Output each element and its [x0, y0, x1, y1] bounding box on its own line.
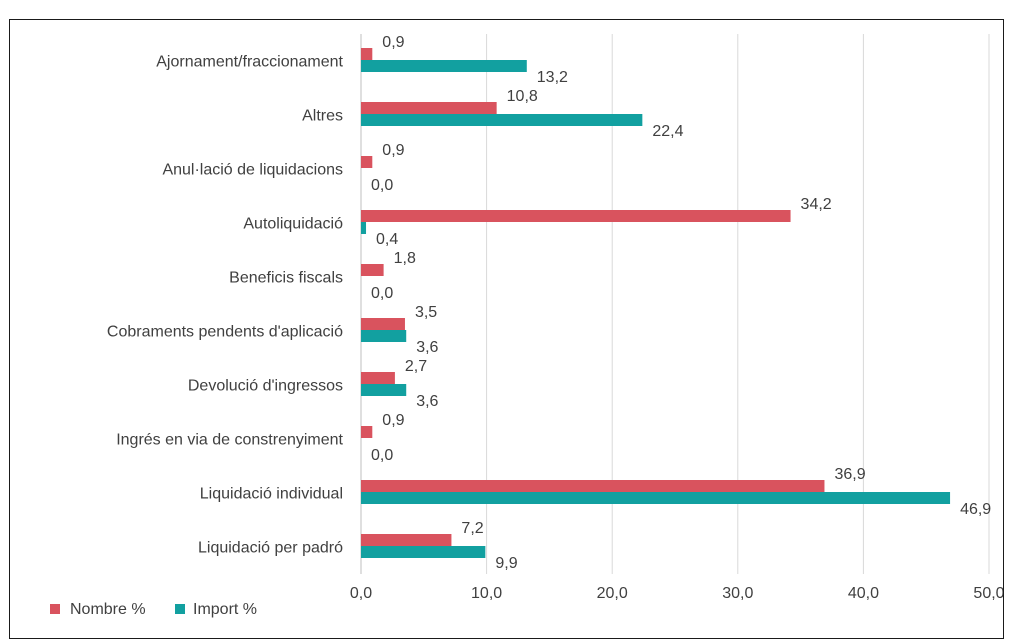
bar-nombre: [361, 210, 791, 222]
bar-import: [361, 60, 527, 72]
data-label-import: 0,0: [371, 447, 393, 464]
x-tick-label: 30,0: [722, 585, 753, 602]
clipped-title: [0, 0, 1011, 8]
bar-nombre: [361, 102, 497, 114]
legend-swatch-import: [175, 604, 185, 614]
x-tick-labels: 0,0 10,0 20,0 30,0 40,0 50,0: [350, 585, 1005, 602]
legend-label-nombre: Nombre %: [70, 601, 146, 618]
category-label: Ajornament/fraccionament: [156, 54, 343, 71]
bar-nombre: [361, 156, 373, 168]
data-label-import: 0,0: [371, 285, 393, 302]
data-label-import: 46,9: [960, 501, 991, 518]
data-label-nombre: 34,2: [801, 196, 832, 213]
bars: [361, 48, 951, 558]
x-tick-label: 0,0: [350, 585, 372, 602]
data-label-nombre: 10,8: [507, 88, 538, 105]
category-label: Devolució d'ingressos: [188, 378, 343, 395]
bar-nombre: [361, 426, 373, 438]
bar-nombre: [361, 372, 395, 384]
bar-nombre: [361, 318, 405, 330]
legend: Nombre % Import %: [50, 601, 257, 618]
data-label-import: 13,2: [537, 69, 568, 86]
bar-nombre: [361, 48, 373, 60]
x-tick-label: 10,0: [471, 585, 502, 602]
bar-import: [361, 384, 407, 396]
data-label-nombre: 0,9: [382, 142, 404, 159]
data-label-import: 22,4: [652, 123, 683, 140]
bar-import: [361, 492, 951, 504]
legend-label-import: Import %: [193, 601, 257, 618]
category-label: Altres: [302, 108, 343, 125]
category-label: Autoliquidació: [243, 216, 343, 233]
category-label: Beneficis fiscals: [229, 270, 343, 287]
data-label-nombre: 0,9: [382, 412, 404, 429]
x-tick-label: 50,0: [973, 585, 1003, 602]
data-label-nombre: 1,8: [394, 250, 416, 267]
category-label: Cobraments pendents d'aplicació: [107, 324, 343, 341]
bar-nombre: [361, 480, 825, 492]
chart-container: 0,9 13,2 10,8 22,4 0,9 0,0 34,2 0,4 1,8 0,0 3,5 3,6…: [9, 19, 1005, 639]
bar-import: [361, 546, 486, 558]
data-label-nombre: 7,2: [461, 520, 483, 537]
legend-swatch-nombre: [50, 604, 60, 614]
data-label-nombre: 36,9: [834, 466, 865, 483]
data-labels: 0,9 13,2 10,8 22,4 0,9 0,0 34,2 0,4 1,8 0,0 3,5 3,6…: [371, 34, 991, 572]
data-label-import: 3,6: [416, 339, 438, 356]
category-label: Liquidació per padró: [198, 540, 343, 557]
bar-nombre: [361, 264, 384, 276]
data-label-import: 3,6: [416, 393, 438, 410]
category-label: Anul·lació de liquidacions: [162, 162, 343, 179]
bar-nombre: [361, 534, 452, 546]
bar-import: [361, 330, 407, 342]
data-label-import: 9,9: [495, 555, 517, 572]
bar-import: [361, 114, 643, 126]
data-label-import: 0,0: [371, 177, 393, 194]
x-tick-label: 40,0: [848, 585, 879, 602]
category-label: Liquidació individual: [200, 486, 343, 503]
category-label: Ingrés en via de constrenyiment: [116, 432, 343, 449]
x-tick-label: 20,0: [597, 585, 628, 602]
data-label-nombre: 3,5: [415, 304, 437, 321]
data-label-nombre: 2,7: [405, 358, 427, 375]
category-labels: Ajornament/fraccionament Altres Anul·lació…: [107, 54, 344, 557]
bar-chart: 0,9 13,2 10,8 22,4 0,9 0,0 34,2 0,4 1,8 0,0 3,5 3,6…: [50, 34, 1005, 618]
data-label-nombre: 0,9: [382, 34, 404, 51]
bar-import: [361, 222, 367, 234]
data-label-import: 0,4: [376, 231, 398, 248]
